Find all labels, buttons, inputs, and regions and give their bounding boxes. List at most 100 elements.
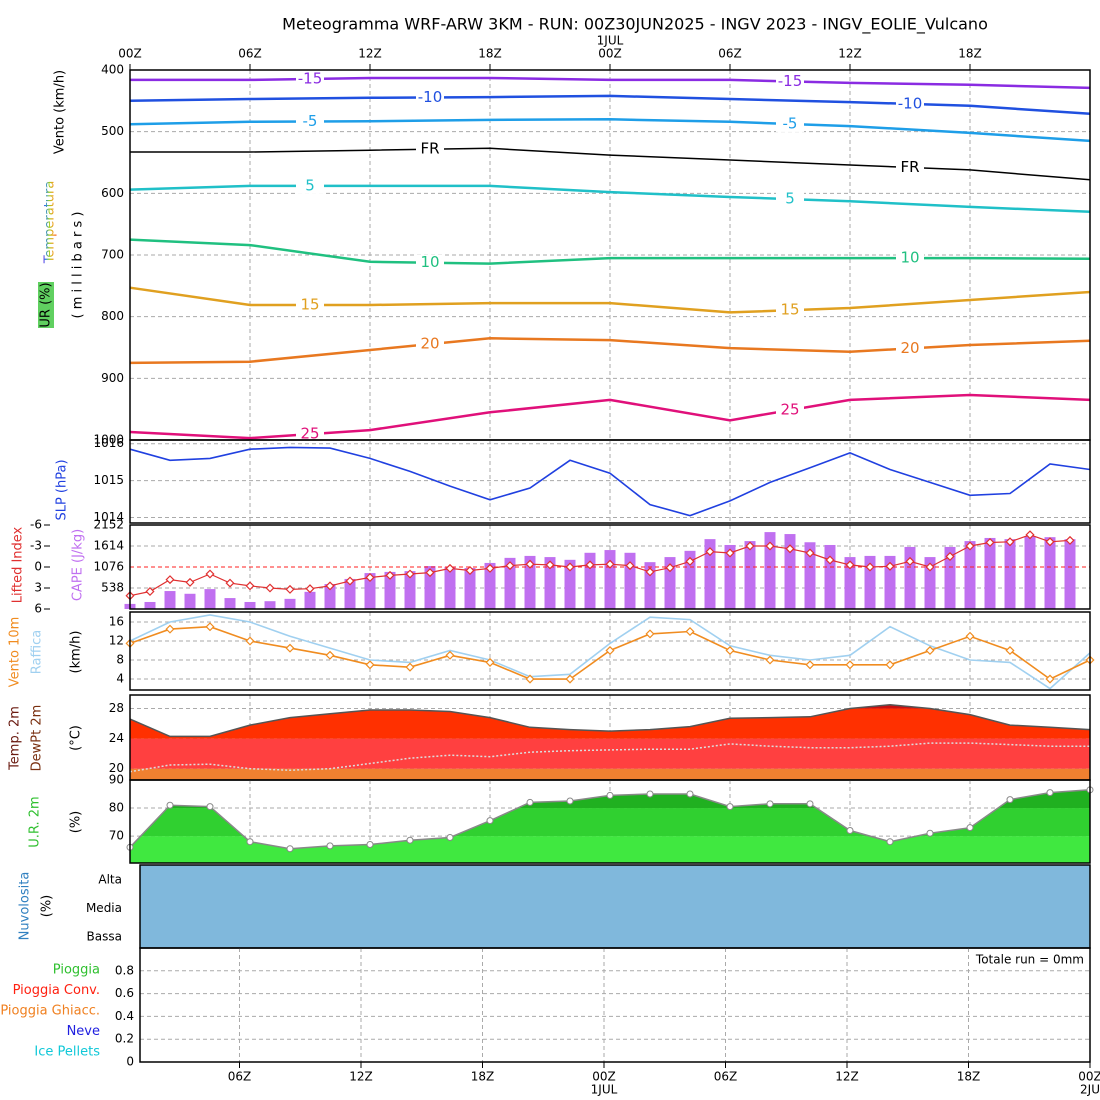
y-tick-label: 16 bbox=[109, 614, 124, 628]
marker bbox=[285, 643, 295, 653]
isotherm-label: -15 bbox=[298, 69, 323, 87]
isotherm bbox=[129, 94, 1091, 116]
bar bbox=[804, 542, 816, 609]
y-tick-label: 1076 bbox=[93, 560, 124, 574]
marker bbox=[565, 562, 575, 572]
isotherm-label: 15 bbox=[780, 301, 799, 319]
marker bbox=[705, 547, 715, 557]
marker bbox=[285, 584, 295, 594]
bar bbox=[904, 546, 916, 609]
marker bbox=[925, 645, 935, 656]
bar bbox=[824, 544, 836, 609]
y-label: (°C) bbox=[69, 725, 84, 751]
marker bbox=[366, 840, 374, 848]
y-tick-label: 1015 bbox=[93, 473, 124, 487]
annotation: Totale run = 0mm bbox=[975, 953, 1084, 967]
isotherm bbox=[129, 337, 1091, 365]
marker bbox=[805, 548, 815, 558]
marker bbox=[206, 803, 214, 811]
isotherm-label: 5 bbox=[305, 176, 315, 194]
isotherm bbox=[129, 118, 1091, 143]
bar bbox=[424, 566, 436, 609]
label-bg bbox=[896, 95, 924, 112]
y2-tick-label: 3 bbox=[34, 581, 42, 595]
marker bbox=[925, 562, 935, 572]
x-tick-label: 00Z bbox=[118, 47, 142, 61]
x-tick-label: 06Z bbox=[714, 1070, 738, 1084]
isotherm-label: 5 bbox=[785, 190, 795, 208]
marker bbox=[885, 561, 895, 571]
legend-label: Pioggia Ghiacc. bbox=[0, 1004, 100, 1019]
legend-label: Ice Pellets bbox=[34, 1045, 100, 1060]
legend-label: Neve bbox=[67, 1024, 100, 1039]
bar bbox=[684, 550, 696, 609]
marker bbox=[685, 626, 695, 637]
label-bg bbox=[776, 402, 804, 419]
x-tick-label: 18Z bbox=[958, 47, 982, 61]
marker bbox=[405, 662, 415, 672]
y-tick-label: 70 bbox=[109, 829, 124, 843]
isotherm bbox=[130, 147, 1091, 181]
marker bbox=[525, 674, 535, 684]
bar bbox=[964, 541, 976, 609]
marker bbox=[526, 798, 534, 806]
date-label: 2JU bbox=[1080, 1083, 1100, 1097]
y-tick-label: 0.8 bbox=[115, 963, 134, 977]
bar bbox=[844, 557, 856, 609]
marker bbox=[945, 551, 955, 562]
y-tick-label: 8 bbox=[116, 653, 124, 667]
y-tick-label: 0.2 bbox=[115, 1032, 134, 1046]
band bbox=[130, 738, 1090, 769]
y-tick-label: 0 bbox=[126, 1055, 134, 1069]
bar bbox=[384, 571, 396, 609]
marker bbox=[726, 803, 734, 811]
marker bbox=[345, 576, 355, 586]
bar bbox=[284, 598, 296, 609]
marker bbox=[245, 636, 255, 646]
marker bbox=[305, 584, 315, 594]
ur-swatch bbox=[38, 282, 54, 328]
label-bg bbox=[416, 336, 444, 353]
y-label: CAPE (J/kg) bbox=[71, 529, 86, 601]
y-tick-label: 500 bbox=[101, 124, 124, 138]
marker bbox=[585, 560, 595, 570]
x-tick-label: 00Z bbox=[592, 1070, 616, 1084]
marker bbox=[825, 555, 835, 565]
marker bbox=[326, 842, 334, 850]
marker bbox=[865, 562, 875, 572]
marker bbox=[1006, 796, 1014, 804]
panel-frame bbox=[129, 779, 1091, 864]
marker bbox=[525, 559, 535, 569]
label-bg bbox=[776, 302, 804, 319]
marker bbox=[1005, 645, 1015, 656]
y2-tick-label: 0 bbox=[34, 560, 42, 574]
isotherm-label: FR bbox=[420, 140, 439, 158]
date-label: 1JUL bbox=[591, 1083, 618, 1097]
isotherm-label: -5 bbox=[303, 112, 318, 130]
label-bg bbox=[416, 254, 444, 271]
y-tick-label: 538 bbox=[101, 581, 124, 595]
isotherm-label: 20 bbox=[420, 335, 439, 353]
label-bg bbox=[776, 115, 804, 132]
bar bbox=[344, 578, 356, 609]
bar bbox=[564, 559, 576, 609]
line bbox=[129, 742, 1090, 773]
bar bbox=[524, 555, 536, 609]
y-tick-label: 1614 bbox=[93, 539, 124, 553]
marker bbox=[1046, 789, 1054, 797]
marker bbox=[985, 537, 995, 548]
bar bbox=[664, 557, 676, 609]
bar bbox=[144, 601, 156, 609]
y-label: ( m i l l i b a r s ) bbox=[71, 212, 86, 319]
legend-label: DewPt 2m bbox=[30, 705, 45, 772]
marker bbox=[1045, 674, 1055, 684]
y-tick-label: 1014 bbox=[93, 510, 124, 524]
bar bbox=[604, 550, 616, 609]
x-tick-label: 06Z bbox=[718, 47, 742, 61]
marker bbox=[565, 674, 575, 684]
bar bbox=[364, 573, 376, 609]
y-tick-label: 0.6 bbox=[115, 986, 134, 1000]
y-tick-label: 0.4 bbox=[115, 1009, 134, 1023]
marker bbox=[325, 581, 335, 591]
x-tick-label: 12Z bbox=[358, 47, 382, 61]
